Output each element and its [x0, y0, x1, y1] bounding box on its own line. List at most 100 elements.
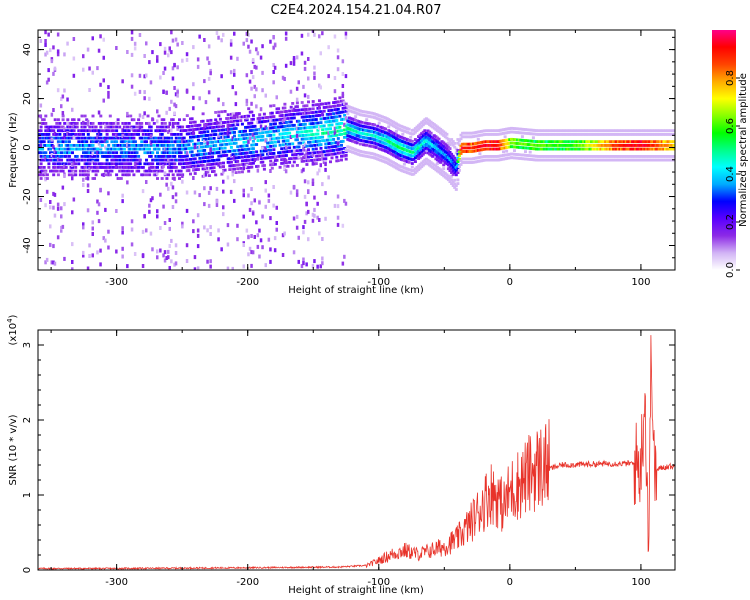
spectrogram-cell — [305, 144, 309, 148]
spectrogram-cell — [522, 139, 526, 142]
spectrogram-cell — [170, 50, 173, 55]
spectrogram-cell — [171, 162, 175, 166]
spectrogram-cell — [456, 182, 460, 185]
spectrogram-cell — [640, 140, 644, 144]
spectrogram-cell — [179, 162, 183, 166]
spectrogram-cell — [63, 202, 66, 207]
spectrogram-cell — [94, 125, 98, 129]
spectrogram-cell — [102, 155, 106, 158]
spectrogram-cell — [396, 149, 400, 152]
spectrogram-cell — [365, 143, 369, 147]
spectrogram-cell — [431, 144, 435, 147]
spectrogram-cell — [409, 132, 413, 135]
spectrogram-cell — [203, 79, 206, 84]
spectrogram-cell — [615, 144, 619, 147]
spectrogram-cell — [643, 129, 647, 133]
spectrogram-cell — [237, 134, 241, 137]
spectrogram-cell — [267, 237, 271, 242]
spectrogram-cell — [217, 228, 220, 233]
spectrogram-cell — [344, 74, 348, 79]
spectrogram-cell — [409, 135, 413, 139]
spectrogram-cell — [45, 158, 49, 162]
spectrogram-cell — [535, 147, 538, 151]
spectrogram-cell — [108, 155, 112, 158]
spectrogram-cell — [272, 148, 276, 152]
spectrogram-cell — [212, 144, 216, 148]
spectrogram-cell — [421, 130, 425, 134]
spectrogram-cell — [307, 180, 310, 185]
spectrogram-cell — [281, 106, 285, 110]
spectrogram-cell — [525, 139, 529, 143]
spectrogram-cell — [273, 118, 277, 122]
spectrogram-cell — [357, 123, 361, 127]
spectrogram-cell — [61, 166, 65, 169]
spectrogram-cell — [610, 147, 614, 151]
spectrogram-cell — [489, 129, 493, 133]
spectrogram-cell — [160, 177, 164, 180]
spectrogram-cell — [162, 136, 165, 141]
spectrogram-cell — [283, 124, 287, 128]
spectrogram-cell — [236, 237, 239, 242]
spectrogram-cell — [319, 85, 322, 90]
spectrogram-cell — [374, 153, 378, 157]
spectrogram-cell — [426, 147, 430, 151]
spectrogram-cell — [237, 170, 241, 174]
spectrogram-cell — [64, 166, 68, 169]
spectrogram-cell — [209, 166, 213, 170]
spectrogram-cell — [204, 100, 208, 105]
spectrogram-cell — [58, 122, 62, 125]
spectrogram-cell — [258, 200, 261, 205]
spectrogram-cell — [502, 132, 505, 135]
spectrogram-cell — [314, 162, 318, 165]
spectrogram-cell — [130, 133, 134, 136]
spectrogram-cell — [44, 177, 47, 182]
spectrogram-cell — [432, 167, 436, 170]
spectrogram-cell — [524, 128, 527, 131]
spectrogram-cell — [336, 204, 340, 209]
spectrogram-cell — [330, 119, 334, 123]
spectrogram-cell — [237, 112, 241, 115]
spectrogram-cell — [222, 169, 225, 174]
spectrogram-cell — [539, 144, 543, 147]
spectrogram-cell — [420, 146, 424, 150]
spectrogram-cell — [340, 132, 343, 136]
spectrogram-cell — [113, 162, 117, 166]
spectrogram-cell — [483, 147, 487, 151]
spectrogram-cell — [88, 243, 91, 248]
spectrogram-cell — [250, 151, 254, 154]
spectrogram-cell — [56, 32, 60, 37]
spectrogram-cell — [426, 136, 430, 140]
spectrogram-cell — [278, 154, 282, 158]
spectrogram-cell — [330, 141, 334, 145]
spectrogram-cell — [107, 90, 110, 95]
spectrogram-cell — [130, 169, 134, 173]
spectrogram-cell — [91, 232, 94, 236]
spectrogram-cell — [209, 126, 213, 130]
spectrogram-cell — [253, 143, 257, 147]
spectrogram-cell — [645, 129, 649, 133]
spectrogram-cell — [522, 153, 526, 157]
spectrogram-cell — [250, 147, 254, 151]
spectrogram-cell — [483, 158, 487, 162]
spectrogram-cell — [384, 134, 387, 138]
spectrogram-cell — [327, 131, 330, 136]
spectrogram-cell — [333, 119, 337, 123]
spectrogram-cell — [192, 229, 195, 234]
spectrogram-cell — [60, 147, 63, 151]
spectrogram-cell — [171, 38, 175, 43]
snr-plot-area — [38, 330, 675, 570]
spectrogram-cell — [420, 154, 424, 158]
spectrogram-cell — [259, 107, 263, 112]
spectrogram-cell — [80, 114, 84, 118]
spectrogram-cell — [295, 164, 299, 167]
spectrogram-cell — [64, 140, 68, 144]
spectrogram-cell — [597, 155, 601, 158]
spectrogram-cell — [75, 158, 79, 162]
spectrogram-cell — [162, 118, 166, 122]
spectrogram-cell — [388, 122, 392, 126]
spectrogram-cell — [220, 121, 223, 126]
spectrogram-cell — [86, 47, 90, 52]
spectrogram-cell — [176, 173, 180, 177]
spectrogram-cell — [222, 161, 225, 165]
spectrogram-cell — [560, 158, 564, 162]
